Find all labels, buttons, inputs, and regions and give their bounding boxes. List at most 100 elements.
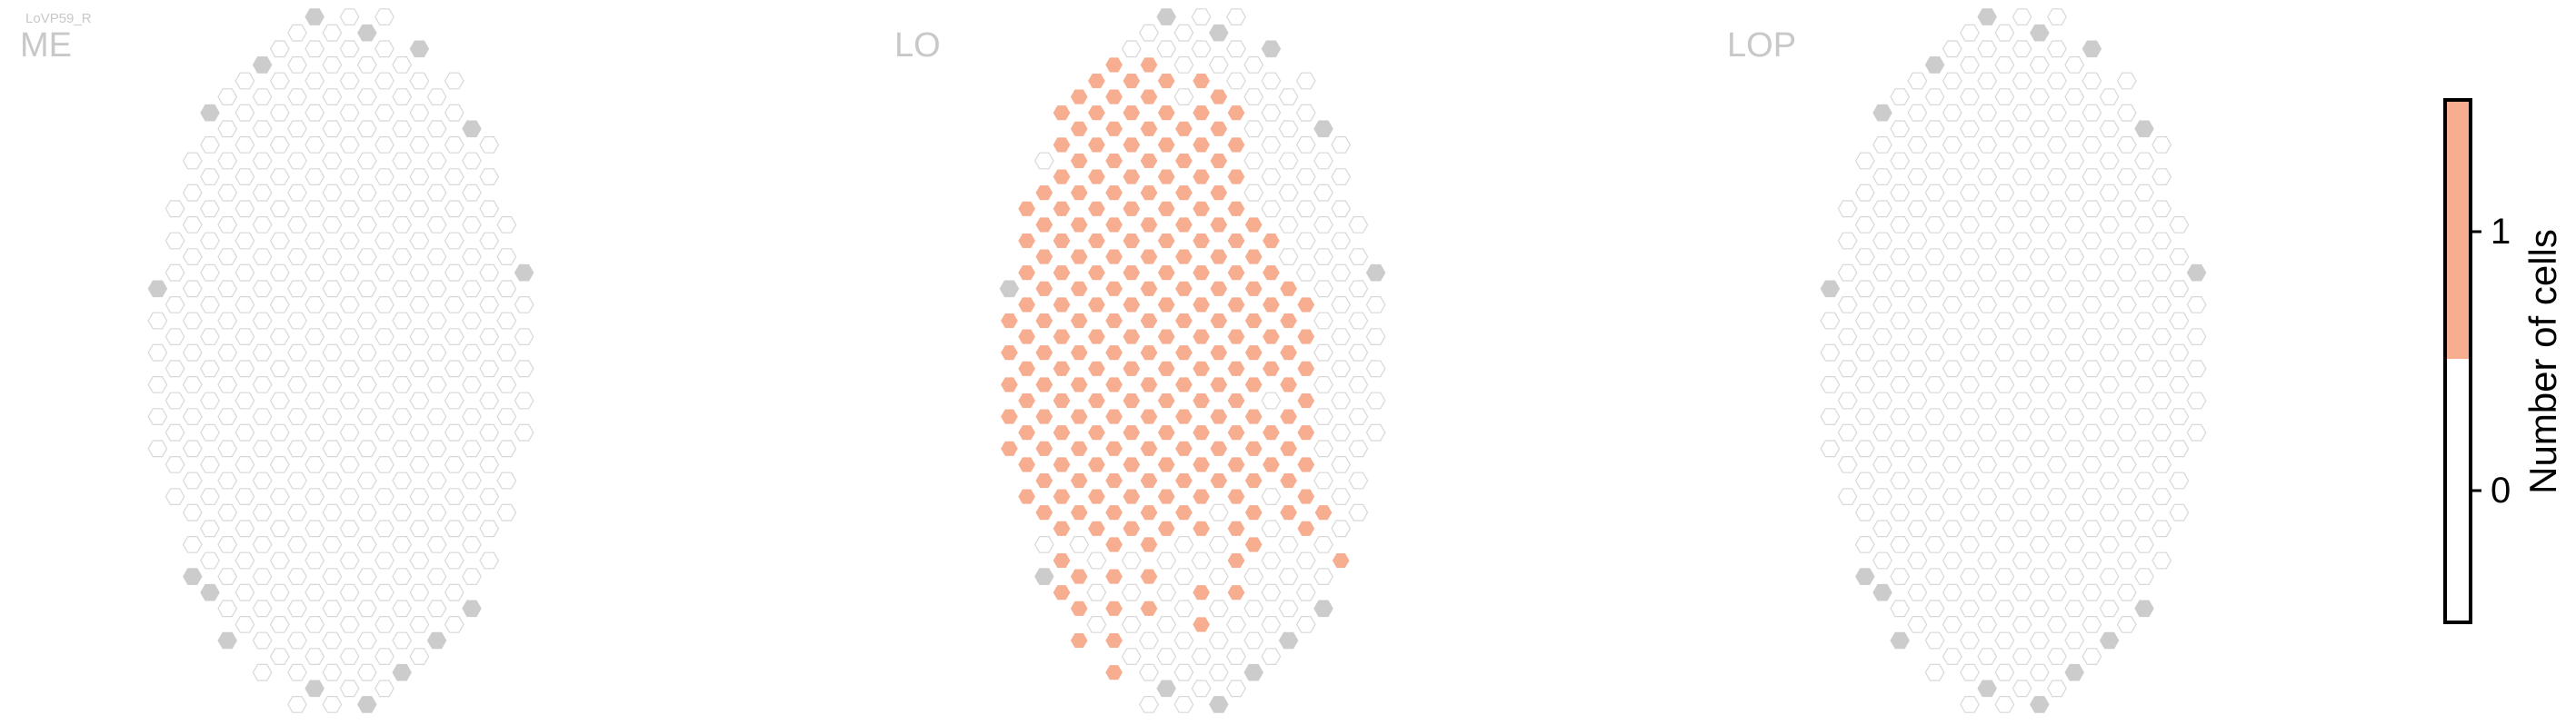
hex-empty bbox=[339, 423, 360, 442]
hex-filled bbox=[1156, 232, 1177, 250]
hex-empty bbox=[2012, 136, 2032, 154]
hex-empty bbox=[287, 503, 307, 521]
hex-empty bbox=[200, 200, 220, 218]
hex-empty bbox=[1243, 184, 1264, 202]
colorbar-segment-zero bbox=[2445, 359, 2471, 622]
hex-empty bbox=[1924, 184, 1945, 202]
hex-empty bbox=[2064, 535, 2085, 553]
hex-filled bbox=[1086, 263, 1107, 282]
hex-empty bbox=[1854, 216, 1875, 233]
hex-empty bbox=[392, 408, 413, 425]
hex-empty bbox=[2099, 152, 2120, 170]
hex-grid-me bbox=[147, 8, 534, 713]
hex-empty bbox=[1278, 184, 1299, 202]
hex-empty bbox=[496, 408, 517, 425]
hex-empty bbox=[1854, 535, 1875, 553]
hex-empty bbox=[479, 392, 500, 410]
hex-empty bbox=[1942, 40, 1962, 58]
hex-empty bbox=[1837, 392, 1858, 410]
hex-filled bbox=[1295, 295, 1316, 313]
hex-empty bbox=[2169, 440, 2190, 458]
hex-empty bbox=[1295, 168, 1316, 185]
hex-empty bbox=[1854, 472, 1875, 490]
hex-empty bbox=[287, 120, 307, 138]
hex-empty bbox=[2064, 472, 2085, 490]
hex-filled bbox=[1225, 200, 1247, 218]
hex-filled bbox=[1261, 328, 1282, 346]
hex-empty bbox=[1261, 583, 1282, 601]
hex-empty bbox=[2186, 360, 2207, 378]
hex-filled bbox=[1069, 184, 1090, 202]
hex-empty bbox=[1907, 104, 1928, 122]
hex-empty bbox=[409, 104, 430, 122]
hex-filled bbox=[1138, 408, 1160, 426]
hex-filled bbox=[1138, 472, 1160, 490]
hex-empty bbox=[1173, 535, 1194, 553]
hex-empty bbox=[1942, 360, 1962, 378]
hex-empty bbox=[2047, 232, 2067, 250]
hex-empty bbox=[2134, 535, 2154, 553]
hex-empty bbox=[1977, 520, 1998, 538]
hex-empty bbox=[200, 232, 220, 250]
hex-empty bbox=[392, 312, 413, 330]
hex-filled bbox=[1191, 392, 1212, 410]
hex-empty bbox=[2134, 280, 2154, 298]
hex-empty bbox=[409, 423, 430, 442]
hex-empty bbox=[287, 216, 307, 233]
hex-empty bbox=[287, 408, 307, 425]
hex-filled bbox=[1069, 88, 1090, 106]
hex-empty bbox=[235, 72, 255, 90]
hex-empty bbox=[2064, 184, 2085, 202]
hex-boundary bbox=[1209, 24, 1229, 42]
hex-empty bbox=[1121, 615, 1142, 633]
hex-empty bbox=[1890, 568, 1911, 586]
hex-empty bbox=[287, 472, 307, 490]
hex-empty bbox=[269, 168, 290, 185]
hex-empty bbox=[2134, 440, 2154, 458]
hex-empty bbox=[2116, 104, 2137, 122]
hex-empty bbox=[479, 136, 500, 154]
hex-empty bbox=[1890, 535, 1911, 553]
hex-empty bbox=[409, 360, 430, 378]
hex-empty bbox=[200, 488, 220, 506]
hex-empty bbox=[1994, 88, 2015, 106]
hex-empty bbox=[1924, 312, 1945, 330]
hex-empty bbox=[1121, 648, 1142, 666]
hex-empty bbox=[2082, 456, 2102, 473]
hex-filled bbox=[1138, 600, 1160, 618]
hex-empty bbox=[305, 136, 325, 154]
hex-empty bbox=[2099, 88, 2120, 106]
hex-empty bbox=[217, 343, 238, 362]
panel-title-lo: LO bbox=[894, 26, 941, 65]
hex-filled bbox=[1016, 295, 1037, 313]
hex-empty bbox=[1173, 55, 1194, 74]
hex-empty bbox=[2047, 263, 2067, 282]
hex-filled bbox=[1069, 343, 1090, 362]
hex-empty bbox=[2047, 680, 2067, 698]
hex-empty bbox=[1872, 456, 1892, 473]
hex-filled bbox=[1156, 168, 1177, 186]
hex-empty bbox=[2047, 296, 2067, 313]
hex-empty bbox=[496, 472, 517, 490]
hex-empty bbox=[1890, 184, 1911, 202]
hex-empty bbox=[1942, 168, 1962, 185]
hex-empty bbox=[269, 40, 290, 58]
hex-filled bbox=[1225, 328, 1247, 346]
hex-empty bbox=[2012, 8, 2032, 25]
hex-filled bbox=[1278, 343, 1299, 362]
hex-empty bbox=[409, 551, 430, 570]
hex-empty bbox=[235, 328, 255, 345]
hex-empty bbox=[2029, 376, 2050, 393]
hex-empty bbox=[1313, 184, 1333, 202]
hex-empty bbox=[1837, 263, 1858, 282]
hex-empty bbox=[1890, 376, 1911, 393]
hex-empty bbox=[1156, 551, 1177, 570]
hex-empty bbox=[1854, 280, 1875, 298]
hex-empty bbox=[356, 568, 377, 586]
hex-empty bbox=[305, 72, 325, 90]
hex-grid-lop bbox=[1820, 8, 2207, 713]
hex-empty bbox=[479, 168, 500, 185]
hex-empty bbox=[217, 503, 238, 521]
hex-filled bbox=[1086, 392, 1107, 410]
hex-empty bbox=[1313, 408, 1333, 425]
